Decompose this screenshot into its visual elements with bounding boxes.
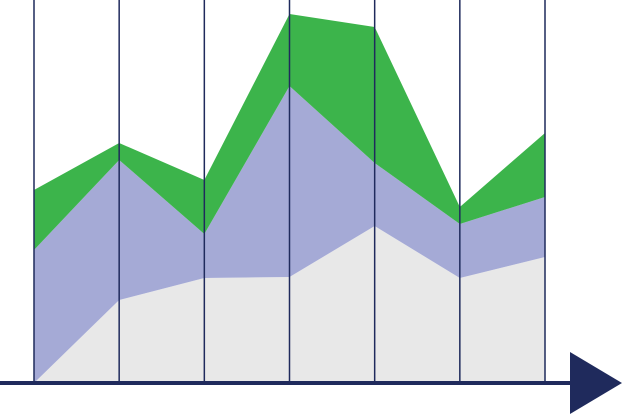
x-axis-arrow — [570, 352, 622, 414]
area — [34, 14, 545, 250]
